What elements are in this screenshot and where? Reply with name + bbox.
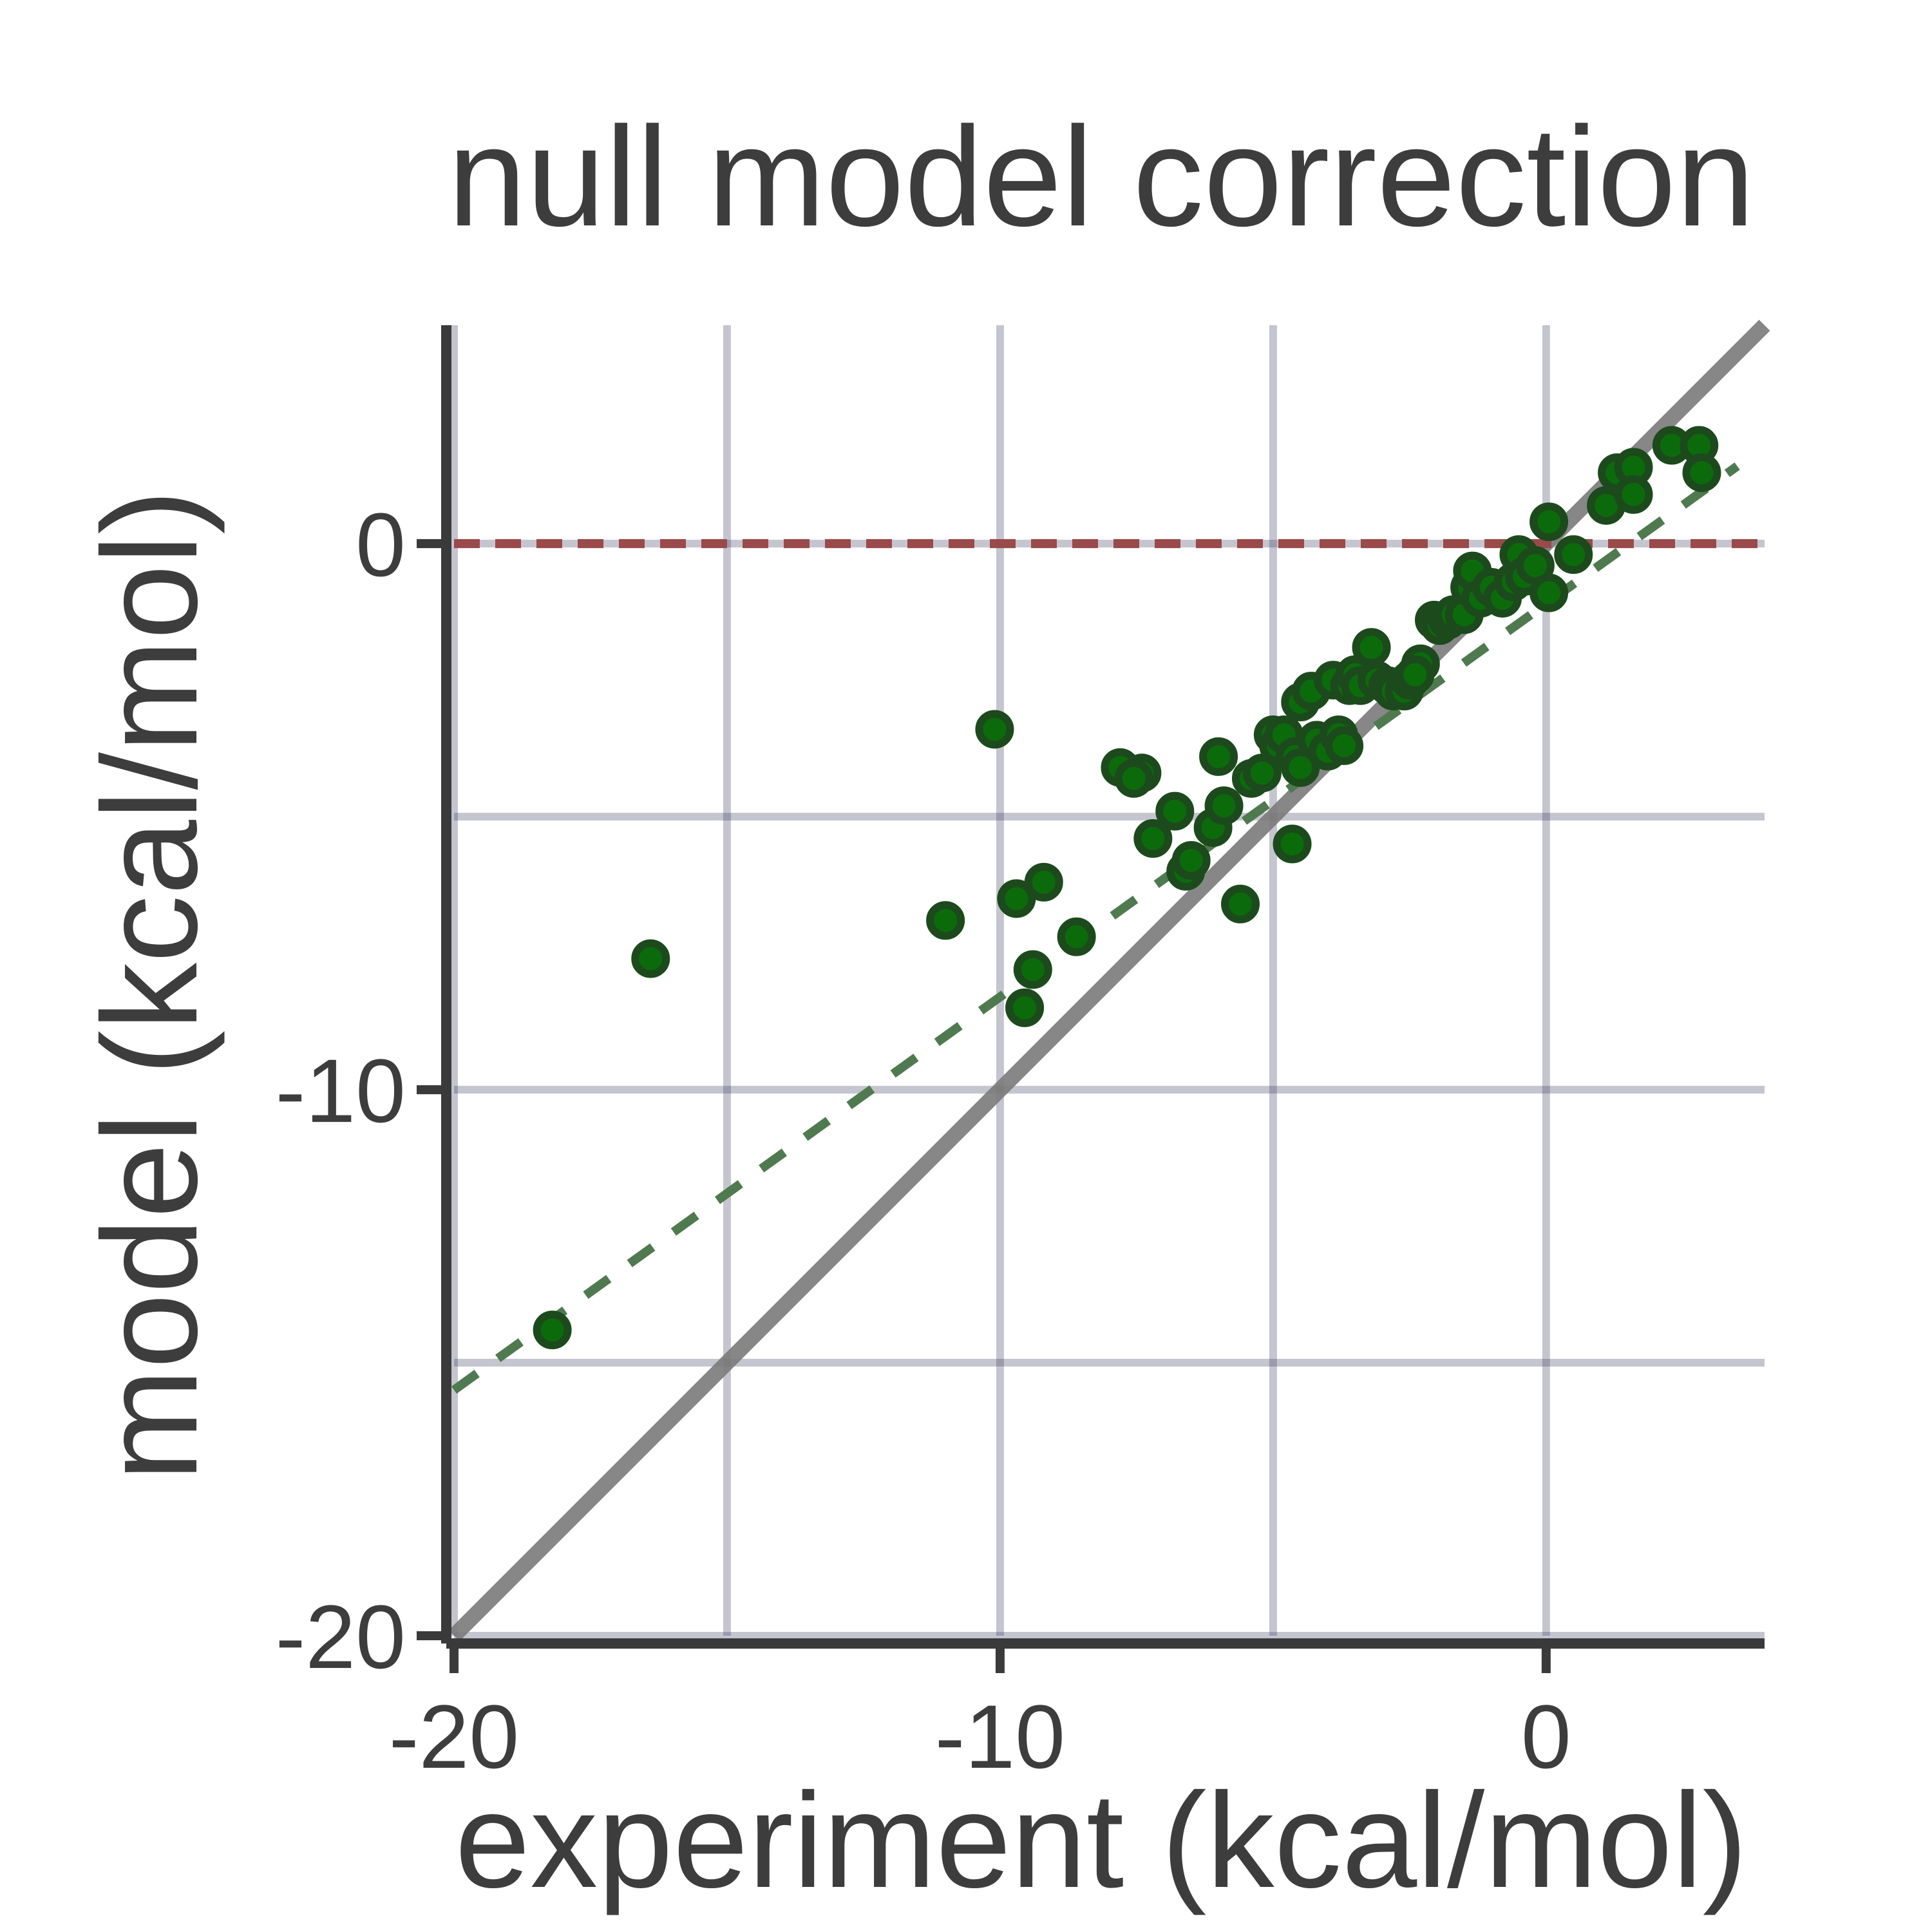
tick-labels: -20 -10 0 -20 -10 0 bbox=[276, 494, 1571, 1787]
scatter-point bbox=[1530, 502, 1569, 542]
scatter-point bbox=[926, 901, 965, 940]
scatter-point bbox=[533, 1311, 572, 1350]
scatter-point bbox=[1024, 862, 1063, 902]
scatter-point bbox=[1221, 884, 1260, 923]
x-tick-label: -20 bbox=[389, 1686, 519, 1787]
y-axis-label: model (kcal/mol) bbox=[74, 489, 225, 1481]
scatter-point bbox=[975, 710, 1014, 749]
scatter-point bbox=[1325, 726, 1364, 765]
fit-line bbox=[451, 462, 1740, 1394]
scatter-point bbox=[1133, 819, 1173, 858]
scatter-point bbox=[1352, 628, 1391, 667]
scatter-point bbox=[1614, 475, 1653, 514]
scatter-point bbox=[1281, 748, 1320, 787]
x-tick-label: -10 bbox=[935, 1686, 1065, 1787]
scatter-point bbox=[1155, 791, 1195, 831]
scatter-point bbox=[1242, 753, 1282, 793]
scatter-point bbox=[1057, 917, 1096, 956]
scatter-point bbox=[1013, 950, 1052, 989]
y-tick-label: -10 bbox=[276, 1040, 406, 1141]
y-tick-label: -20 bbox=[276, 1586, 406, 1687]
y-tick-label: 0 bbox=[355, 494, 406, 595]
reference-lines bbox=[448, 319, 1770, 1642]
x-axis-label: experiment (kcal/mol) bbox=[455, 1765, 1747, 1916]
scatter-point bbox=[1199, 737, 1238, 776]
scatter-point bbox=[1554, 535, 1593, 574]
x-tick-label: 0 bbox=[1521, 1686, 1571, 1787]
data-points bbox=[533, 426, 1721, 1350]
scatter-point bbox=[1171, 840, 1211, 880]
axes bbox=[417, 325, 1765, 1673]
scatter-point bbox=[997, 879, 1036, 918]
scatter-point bbox=[1114, 759, 1153, 798]
scatter-point bbox=[1204, 786, 1244, 826]
scatter-point bbox=[1682, 453, 1721, 492]
scatter-point bbox=[1273, 824, 1312, 864]
scatter-point bbox=[631, 939, 670, 978]
scatter-point bbox=[1530, 573, 1569, 612]
scatter-point bbox=[1396, 655, 1435, 694]
scatter-point bbox=[1005, 988, 1045, 1027]
chart-title: null model correction bbox=[448, 97, 1755, 256]
